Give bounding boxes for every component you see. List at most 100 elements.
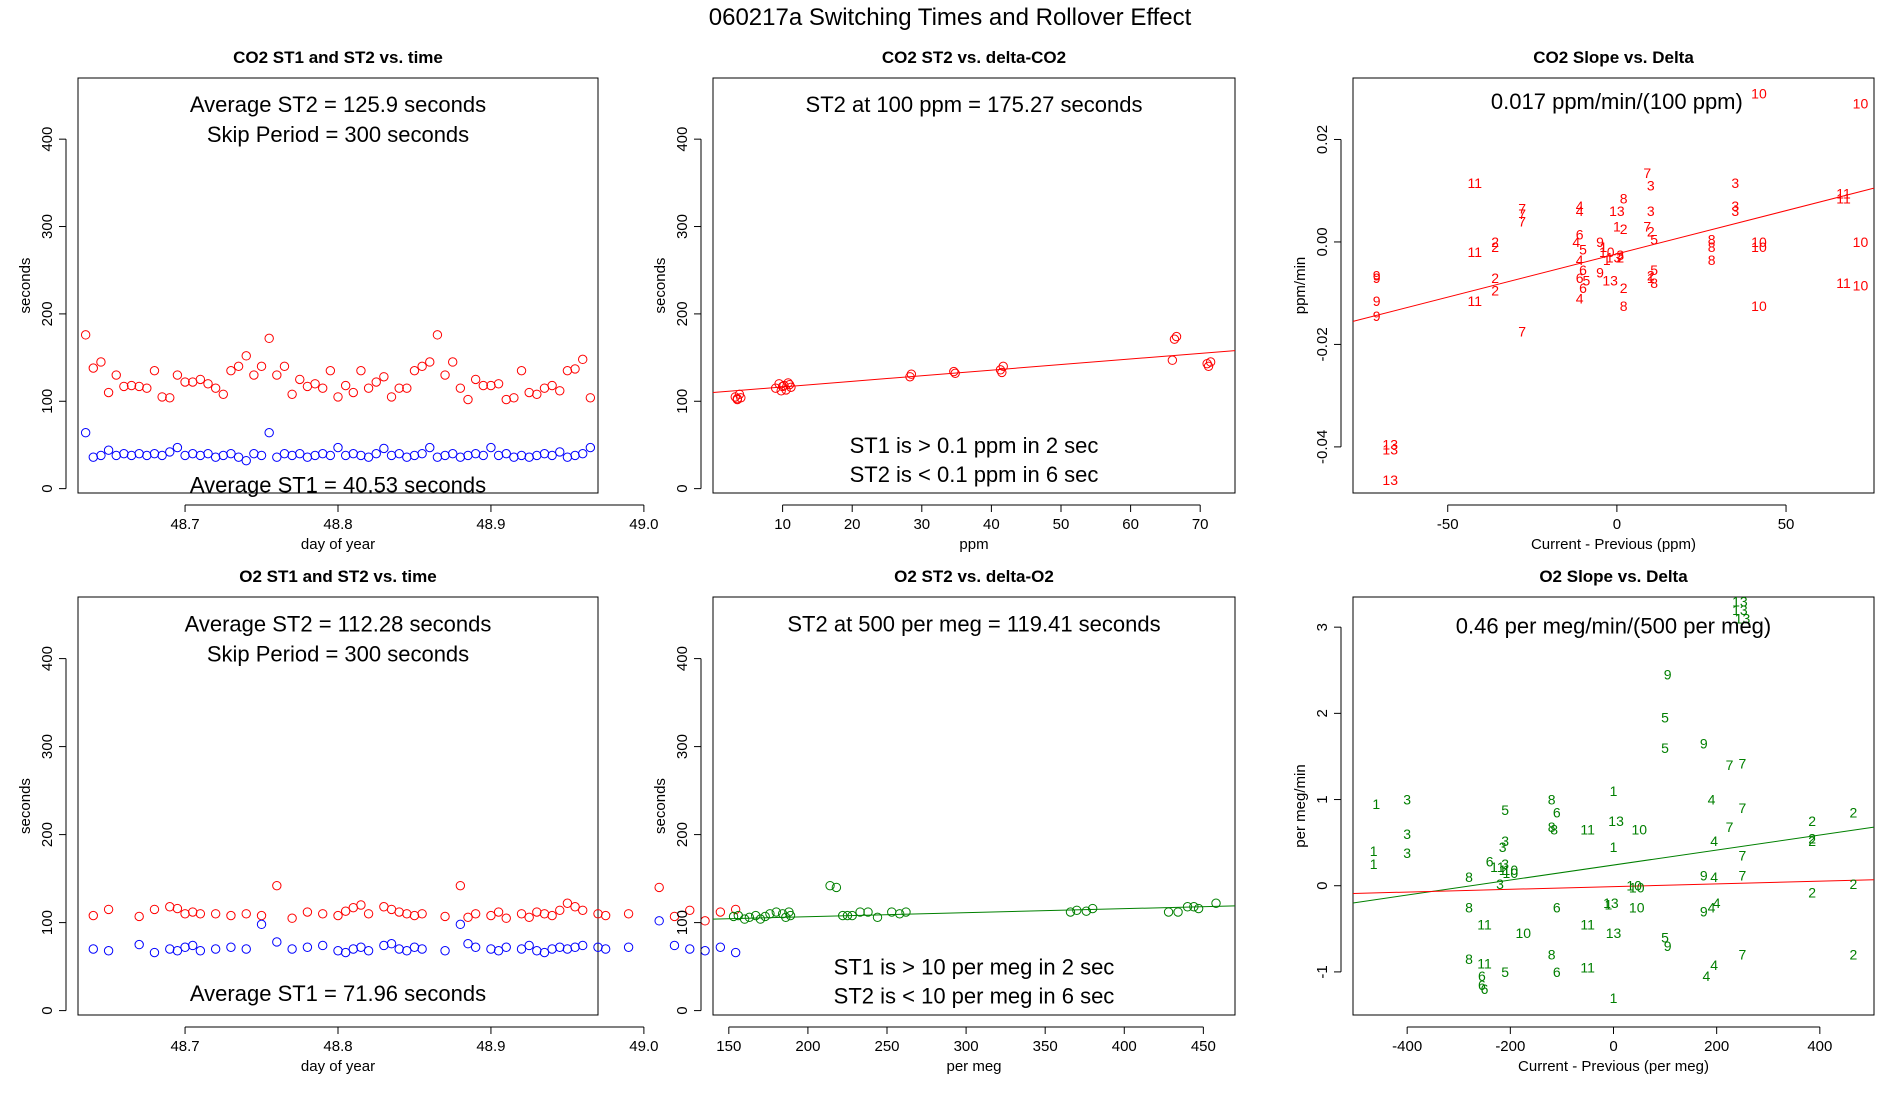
panel-4-point xyxy=(379,940,389,951)
panel-6-point-label: 8 xyxy=(1465,869,1473,885)
panel-4-point xyxy=(287,913,297,923)
panel-6-point-label: 5 xyxy=(1661,740,1669,756)
panel-5-fit-line xyxy=(712,905,1236,920)
panel-3-point-label: 9 xyxy=(1373,293,1381,309)
panel-1-point xyxy=(470,374,481,385)
panel-3-point-label: 2 xyxy=(1647,267,1655,283)
panel-5-y-axis-label: seconds xyxy=(652,778,669,834)
panel-1-y-tick-label: 300 xyxy=(39,214,56,239)
panel-6-point-label: 10 xyxy=(1503,865,1519,881)
panel-4-point xyxy=(210,944,221,954)
panel-1-point xyxy=(532,450,542,461)
panel-4-point xyxy=(149,904,160,915)
panel-2-x-tick-label: 60 xyxy=(1122,516,1139,533)
panel-5-x-tick-label: 300 xyxy=(954,1038,979,1055)
panel-1-point xyxy=(547,380,557,391)
panel-5-point xyxy=(728,911,739,922)
panel-6-point-label: 8 xyxy=(1548,947,1556,963)
panel-1-point xyxy=(386,392,397,402)
panel-3-point-label: 10 xyxy=(1853,278,1869,294)
panel-1-point xyxy=(111,450,121,461)
panel-1-point xyxy=(547,450,557,461)
panel-4-point xyxy=(394,944,404,954)
panel-4-point xyxy=(578,940,588,951)
panel-4-point xyxy=(532,907,542,917)
panel-3-point-label: 3 xyxy=(1731,198,1739,214)
panel-4-point xyxy=(333,910,343,921)
panel-5-point xyxy=(739,914,750,924)
panel-5-x-axis-label: per meg xyxy=(946,1058,1001,1075)
panel-4-y-tick-label: 100 xyxy=(39,910,56,935)
panel-1-point xyxy=(264,428,274,438)
panel-4-point xyxy=(394,907,404,917)
panel-5-point xyxy=(751,910,761,921)
panel-3-point-label: 7 xyxy=(1643,219,1651,235)
panel-4-point xyxy=(623,942,634,952)
panel-1-x-tick-label: 49.0 xyxy=(629,516,658,533)
panel-4-point xyxy=(333,946,343,956)
panel-6-point-label: 7 xyxy=(1739,848,1747,864)
panel-1-point xyxy=(394,383,404,393)
panel-2-x-tick-label: 40 xyxy=(983,516,1000,533)
panel-6-point-label: 3 xyxy=(1403,845,1411,861)
panel-4-point xyxy=(486,944,496,954)
panel-5-y-tick-label: 0 xyxy=(674,1006,691,1014)
panel-2-point xyxy=(1167,355,1178,365)
panel-4-point xyxy=(417,944,427,954)
panel-3-y-tick-label: 0.02 xyxy=(1314,125,1331,154)
panel-3-point-label: 11 xyxy=(1468,244,1483,260)
panel-4-point xyxy=(88,944,98,954)
panel-3-y-axis-label: ppm/min xyxy=(1292,257,1309,315)
panel-6-point-label: 7 xyxy=(1739,755,1747,771)
panel-1-point xyxy=(149,365,160,376)
panel-6-point-label: 3 xyxy=(1501,833,1509,849)
panel-2-point xyxy=(736,393,746,403)
panel-6-point-label: 5 xyxy=(1661,929,1669,945)
panel-1-point xyxy=(509,393,519,403)
panel-6-point-label: 2 xyxy=(1808,813,1816,829)
panel-3-point-label: 13 xyxy=(1382,436,1398,452)
panel-1-point xyxy=(157,450,167,461)
panel-4-point xyxy=(165,944,175,954)
panel-1-point xyxy=(478,450,488,461)
panel-3-point-label: 4 xyxy=(1576,203,1584,219)
panel-2-point xyxy=(949,366,959,377)
panel-3-point-label: 11 xyxy=(1468,293,1483,309)
panel-6-point-label: 9 xyxy=(1700,904,1708,920)
panel-6-annotation: 0.46 per meg/min/(500 per meg) xyxy=(1456,613,1772,638)
panel-6-point-label: 6 xyxy=(1553,899,1561,915)
panel-5-point xyxy=(1065,907,1076,917)
panel-4-point xyxy=(562,898,573,908)
panel-3-point-label: 13 xyxy=(1602,272,1618,288)
panel-6-point-label: 2 xyxy=(1808,830,1816,846)
panel-1-annotation: Average ST1 = 40.53 seconds xyxy=(190,472,486,497)
panel-6-point-label: 4 xyxy=(1710,957,1718,973)
panel-6-point-label: 9 xyxy=(1664,667,1672,683)
panel-4-x-axis-label: day of year xyxy=(301,1058,375,1075)
panel-3-title: CO2 Slope vs. Delta xyxy=(1533,48,1694,67)
panel-4-x-tick-label: 48.7 xyxy=(170,1038,199,1055)
panel-5-point xyxy=(842,910,853,921)
panel-6-x-tick-label: 0 xyxy=(1609,1038,1617,1055)
panel-6-point-label: 4 xyxy=(1708,899,1716,915)
panel-5-point xyxy=(771,907,781,917)
panel-1-point xyxy=(165,447,175,457)
panel-6-x-tick-label: -200 xyxy=(1495,1038,1525,1055)
panel-4-point xyxy=(318,940,328,951)
panel-3-point-label: 1 xyxy=(1603,252,1611,268)
panel-3-point-label: 11 xyxy=(1836,275,1851,291)
panel-2-point xyxy=(906,369,917,379)
panel-1-point xyxy=(333,442,343,453)
panel-1-point xyxy=(272,452,282,462)
panel-5-point xyxy=(847,910,857,921)
panel-2-point xyxy=(786,382,796,392)
panel-1-point xyxy=(226,365,236,376)
panel-1-point xyxy=(394,448,404,459)
panel-1-point xyxy=(493,379,504,389)
panel-3-point-label: 7 xyxy=(1518,201,1526,217)
panel-2-point xyxy=(781,385,791,395)
panel-4-point xyxy=(654,882,664,893)
panel-4-point xyxy=(715,942,726,952)
panel-1-point xyxy=(96,450,106,461)
panel-2-x-tick-label: 20 xyxy=(844,516,861,533)
